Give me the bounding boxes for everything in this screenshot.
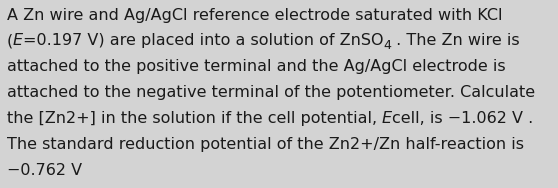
Text: (: ( (7, 33, 13, 49)
Text: 4: 4 (383, 39, 392, 52)
Text: A Zn wire and Ag/AgCl reference electrode saturated with KCl: A Zn wire and Ag/AgCl reference electrod… (7, 8, 502, 23)
Text: =0.197 V) are placed into a solution of ZnSO: =0.197 V) are placed into a solution of … (23, 33, 383, 49)
Text: The standard reduction potential of the Zn2+/Zn half-reaction is: The standard reduction potential of the … (7, 137, 524, 152)
Text: E: E (13, 33, 23, 49)
Text: −0.762 V: −0.762 V (7, 163, 82, 178)
Text: . The Zn wire is: . The Zn wire is (392, 33, 520, 49)
Text: the [Zn2+] in the solution if the cell potential,: the [Zn2+] in the solution if the cell p… (7, 111, 382, 126)
Text: attached to the negative terminal of the potentiometer. Calculate: attached to the negative terminal of the… (7, 85, 535, 100)
Text: cell, is −1.062 V .: cell, is −1.062 V . (392, 111, 533, 126)
Text: attached to the positive terminal and the Ag/AgCl electrode is: attached to the positive terminal and th… (7, 59, 506, 74)
Text: E: E (382, 111, 392, 126)
